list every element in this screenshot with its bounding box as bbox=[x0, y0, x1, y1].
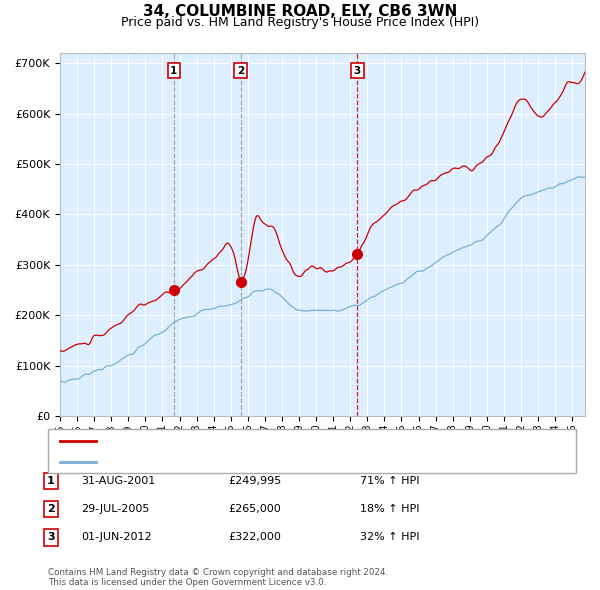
Text: 29-JUL-2005: 29-JUL-2005 bbox=[81, 504, 149, 514]
Text: 34, COLUMBINE ROAD, ELY, CB6 3WN (detached house): 34, COLUMBINE ROAD, ELY, CB6 3WN (detach… bbox=[102, 437, 406, 446]
Text: 32% ↑ HPI: 32% ↑ HPI bbox=[360, 533, 419, 542]
Text: 3: 3 bbox=[354, 66, 361, 76]
Text: £265,000: £265,000 bbox=[228, 504, 281, 514]
Text: 1: 1 bbox=[170, 66, 178, 76]
Text: £249,995: £249,995 bbox=[228, 476, 281, 486]
Text: 2: 2 bbox=[237, 66, 244, 76]
Text: 31-AUG-2001: 31-AUG-2001 bbox=[81, 476, 155, 486]
Text: 18% ↑ HPI: 18% ↑ HPI bbox=[360, 504, 419, 514]
Text: 01-JUN-2012: 01-JUN-2012 bbox=[81, 533, 152, 542]
Text: 3: 3 bbox=[47, 533, 55, 542]
Text: 1: 1 bbox=[47, 476, 55, 486]
Text: 71% ↑ HPI: 71% ↑ HPI bbox=[360, 476, 419, 486]
Text: Contains HM Land Registry data © Crown copyright and database right 2024.
This d: Contains HM Land Registry data © Crown c… bbox=[48, 568, 388, 587]
Text: 2: 2 bbox=[47, 504, 55, 514]
Text: £322,000: £322,000 bbox=[228, 533, 281, 542]
Text: HPI: Average price, detached house, East Cambridgeshire: HPI: Average price, detached house, East… bbox=[102, 457, 418, 467]
Text: 34, COLUMBINE ROAD, ELY, CB6 3WN: 34, COLUMBINE ROAD, ELY, CB6 3WN bbox=[143, 4, 457, 19]
Text: Price paid vs. HM Land Registry's House Price Index (HPI): Price paid vs. HM Land Registry's House … bbox=[121, 16, 479, 29]
